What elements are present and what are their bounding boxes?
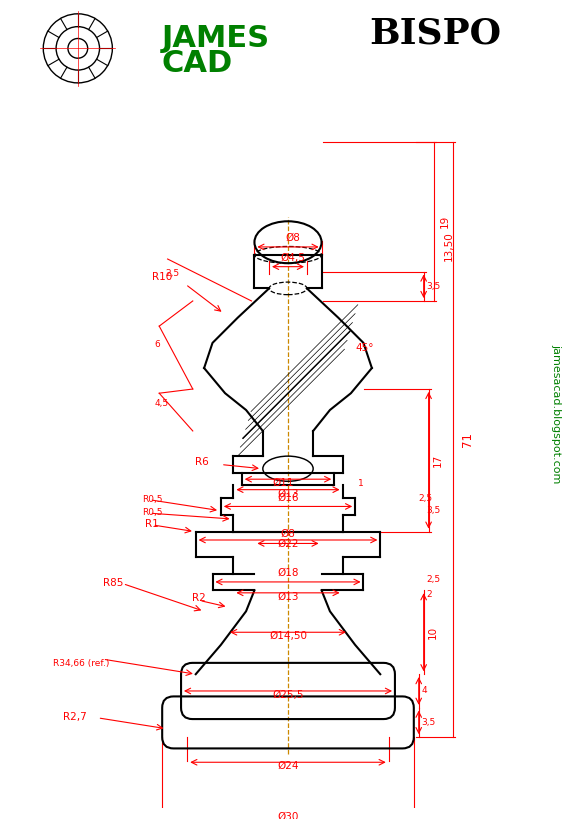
Text: JAMES: JAMES: [162, 24, 270, 53]
Text: R34,66 (ref.): R34,66 (ref.): [53, 658, 109, 667]
Text: 10: 10: [428, 626, 438, 639]
Text: 3,5: 3,5: [427, 506, 441, 515]
Text: Ø30: Ø30: [277, 812, 298, 819]
Text: Ø24: Ø24: [277, 761, 299, 771]
Text: 2: 2: [427, 590, 432, 599]
Text: R1: R1: [145, 519, 159, 529]
Text: 1: 1: [358, 479, 364, 488]
Text: R0,5: R0,5: [143, 495, 163, 505]
Text: 45°: 45°: [355, 343, 374, 353]
Text: R2: R2: [192, 593, 206, 604]
Text: Ø11: Ø11: [273, 478, 294, 488]
Text: Ø16: Ø16: [277, 492, 299, 503]
Text: R2,7: R2,7: [63, 713, 87, 722]
Text: Ø4,5: Ø4,5: [281, 253, 305, 263]
Text: 71: 71: [461, 432, 474, 447]
Text: 2,5: 2,5: [166, 269, 180, 278]
Text: R6: R6: [196, 456, 209, 467]
Text: 2,5: 2,5: [419, 494, 433, 503]
Text: Ø8: Ø8: [286, 233, 300, 243]
Text: 4,5: 4,5: [154, 399, 168, 408]
Text: 6: 6: [154, 340, 160, 349]
Text: Ø14,50: Ø14,50: [269, 631, 307, 641]
Text: BISPO: BISPO: [369, 16, 501, 51]
Text: Ø18: Ø18: [277, 568, 299, 578]
Text: jamesacad.blogspot.com: jamesacad.blogspot.com: [551, 344, 561, 483]
Text: Ø22: Ø22: [277, 539, 299, 549]
Text: 13,50: 13,50: [443, 232, 454, 261]
Text: CAD: CAD: [162, 48, 233, 78]
Text: 17: 17: [432, 454, 443, 467]
Text: 3,5: 3,5: [427, 282, 441, 291]
Text: 2,5: 2,5: [427, 575, 441, 584]
Text: 19: 19: [439, 215, 450, 228]
Text: Ø25,5: Ø25,5: [272, 690, 304, 700]
Text: Ø13: Ø13: [277, 592, 299, 602]
Text: 3,5: 3,5: [421, 718, 436, 727]
Text: Ø13: Ø13: [277, 489, 299, 499]
Text: R0,5: R0,5: [143, 508, 163, 517]
Text: R10: R10: [152, 272, 172, 282]
Text: 4: 4: [421, 686, 427, 695]
Text: R85: R85: [103, 578, 124, 588]
Text: Ø8: Ø8: [281, 528, 296, 539]
